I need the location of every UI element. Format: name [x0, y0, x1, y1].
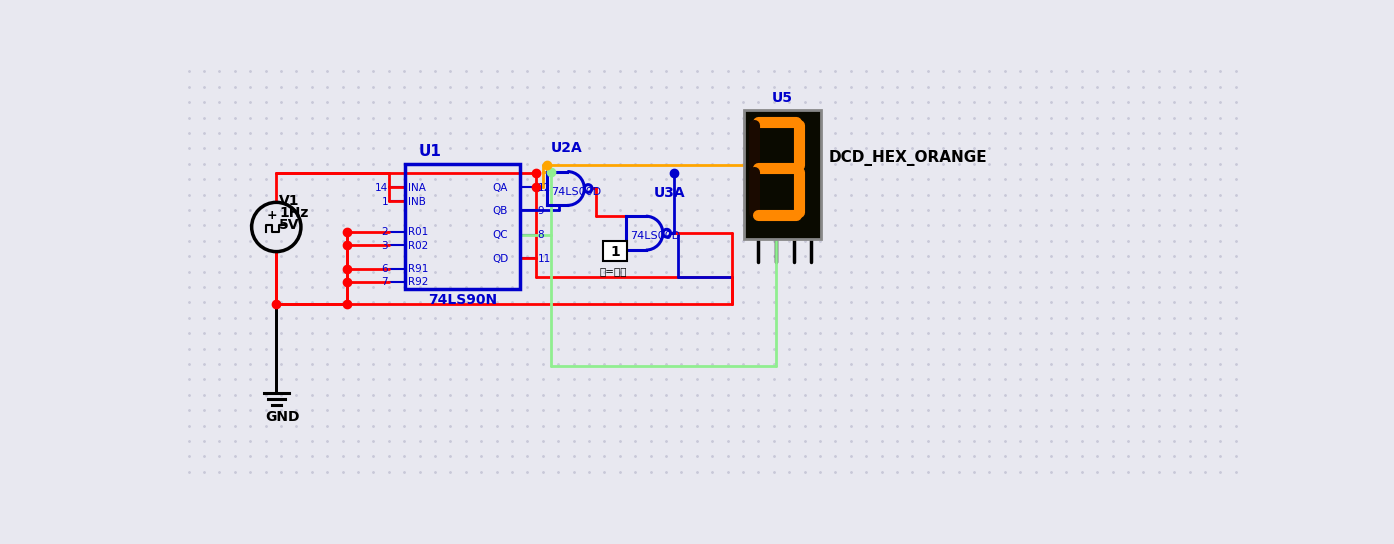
Text: DCD_HEX_ORANGE: DCD_HEX_ORANGE — [828, 150, 987, 166]
Text: 14: 14 — [375, 183, 388, 193]
Text: QD: QD — [492, 254, 509, 263]
Text: 2: 2 — [382, 227, 388, 237]
Text: QB: QB — [492, 206, 507, 216]
Text: 74LS90N: 74LS90N — [428, 293, 498, 307]
Text: U2A: U2A — [551, 141, 583, 156]
Text: INB: INB — [408, 196, 425, 207]
Text: 1: 1 — [611, 245, 620, 258]
Text: 11: 11 — [537, 254, 551, 263]
Text: 74LS00D: 74LS00D — [630, 231, 680, 241]
Text: 键=空格: 键=空格 — [599, 267, 627, 277]
Text: 3: 3 — [382, 241, 388, 251]
Text: 74LS00D: 74LS00D — [551, 187, 601, 196]
Text: U1: U1 — [418, 144, 442, 159]
Text: 7: 7 — [382, 277, 388, 287]
Text: 12: 12 — [537, 183, 551, 193]
Text: 1Hz: 1Hz — [279, 206, 308, 220]
Bar — [404, 164, 520, 288]
Text: U3A: U3A — [654, 186, 686, 200]
Bar — [602, 241, 627, 261]
Text: R91: R91 — [408, 264, 428, 274]
Text: 9: 9 — [537, 206, 544, 216]
Text: INA: INA — [408, 183, 425, 193]
Text: 6: 6 — [382, 264, 388, 274]
Text: GND: GND — [265, 410, 300, 424]
Text: 8: 8 — [537, 231, 544, 240]
Text: R02: R02 — [408, 241, 428, 251]
Text: +: + — [266, 209, 277, 222]
Text: R92: R92 — [408, 277, 428, 287]
Text: QC: QC — [492, 231, 509, 240]
Text: 5V: 5V — [279, 219, 300, 232]
Bar — [743, 110, 821, 239]
Text: V1: V1 — [279, 194, 300, 208]
Text: R01: R01 — [408, 227, 428, 237]
Text: 1: 1 — [382, 196, 388, 207]
Text: U5: U5 — [772, 91, 793, 104]
Text: QA: QA — [492, 183, 507, 193]
